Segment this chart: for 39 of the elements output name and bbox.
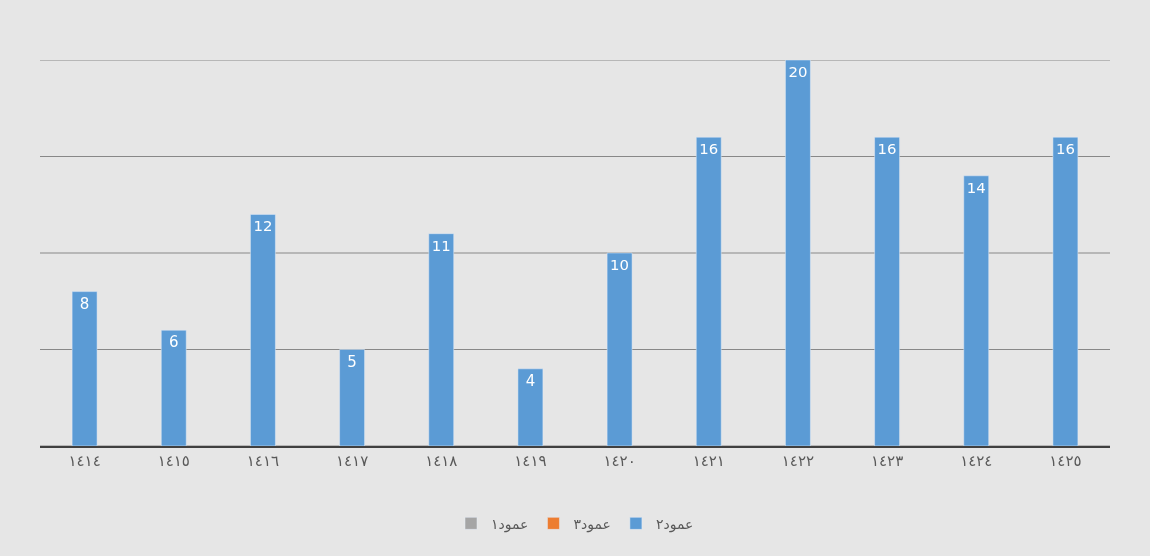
x-tick-label: ١٤٢٠ xyxy=(603,452,636,470)
data-label: 16 xyxy=(877,140,897,159)
bar xyxy=(785,60,811,446)
x-tick-label: ١٤٢٥ xyxy=(1049,452,1082,470)
bar xyxy=(428,233,454,446)
data-label: 16 xyxy=(1055,140,1075,159)
bar xyxy=(963,175,989,446)
x-tick-label: ١٤٢٤ xyxy=(960,452,993,470)
legend-label: عمود٢ xyxy=(655,515,694,533)
x-tick-label: ١٤١٧ xyxy=(335,452,369,470)
bar xyxy=(696,136,722,446)
data-label: 5 xyxy=(347,352,357,371)
data-label: 10 xyxy=(610,255,630,274)
x-tick-label: ١٤١٩ xyxy=(514,452,547,470)
x-tick-label: ١٤٢٢ xyxy=(781,452,815,470)
data-label: 12 xyxy=(253,217,273,236)
x-tick-label: ١٤١٦ xyxy=(246,452,280,470)
bar xyxy=(517,368,544,446)
bar xyxy=(874,136,900,446)
data-label: 4 xyxy=(525,371,536,390)
x-tick-label: ١٤١٤ xyxy=(68,452,101,470)
x-tick-label: ١٤٢٣ xyxy=(870,452,904,470)
data-label: 20 xyxy=(788,62,808,81)
data-label: 8 xyxy=(79,294,90,313)
x-tick-label: ١٤١٥ xyxy=(157,452,190,470)
bar xyxy=(71,291,98,446)
data-label: 16 xyxy=(699,140,719,159)
data-label: 11 xyxy=(431,236,451,255)
legend-label: عمود١ xyxy=(491,515,529,533)
x-tick-label: ١٤٢١ xyxy=(692,452,725,470)
x-tick-label: ١٤١٨ xyxy=(425,452,458,470)
bar xyxy=(161,329,187,446)
legend-label: عمود٣ xyxy=(573,515,611,533)
bar xyxy=(1052,136,1079,446)
data-label: 14 xyxy=(966,178,986,197)
bar xyxy=(339,349,365,446)
bar xyxy=(250,214,276,446)
bar xyxy=(606,252,633,446)
data-label: 6 xyxy=(168,333,179,352)
